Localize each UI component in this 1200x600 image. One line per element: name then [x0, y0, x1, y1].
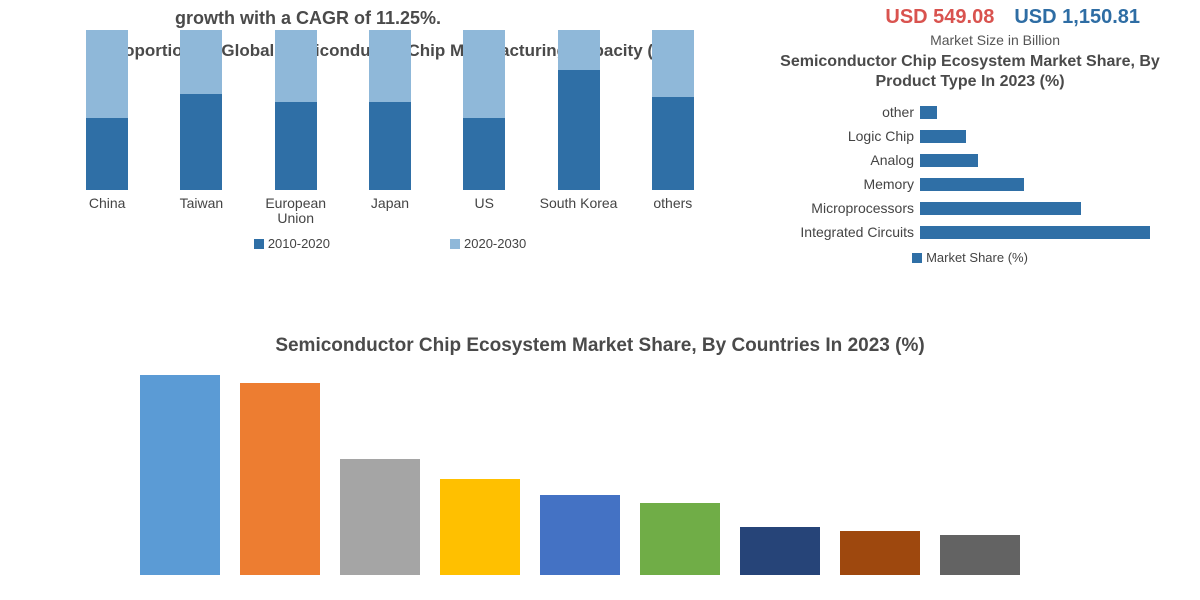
capacity-bar-label: Taiwan — [180, 196, 224, 232]
capacity-bar — [558, 30, 600, 190]
country-bar — [940, 535, 1020, 575]
country-bar — [740, 527, 820, 575]
market-size-caption: Market Size in Billion — [930, 32, 1060, 48]
legend-label: 2020-2030 — [464, 236, 526, 251]
capacity-bar-group: others — [628, 30, 718, 232]
product-type-row: Analog — [770, 148, 1170, 172]
cagr-text: growth with a CAGR of 11.25%. — [175, 8, 441, 29]
capacity-bar-label: others — [653, 196, 692, 232]
product-type-bar-wrap — [920, 154, 1170, 167]
capacity-bar-group: China — [62, 30, 152, 232]
product-type-bar — [920, 106, 937, 119]
country-bar — [640, 503, 720, 575]
capacity-chart-plot: China Taiwan European Union Japan US South Ko… — [60, 72, 720, 232]
capacity-bar-label: China — [89, 196, 126, 232]
product-type-bar — [920, 202, 1081, 215]
countries-chart: Semiconductor Chip Ecosystem Market Shar… — [60, 335, 1140, 575]
capacity-bar-group: South Korea — [534, 30, 624, 232]
capacity-bar — [275, 30, 317, 190]
capacity-bar-segment — [558, 30, 600, 70]
product-type-bar-wrap — [920, 130, 1170, 143]
product-type-bar-wrap — [920, 178, 1170, 191]
capacity-bar-group: US — [439, 30, 529, 232]
usd-2023: USD 549.08 — [885, 6, 994, 29]
legend-swatch-icon — [912, 253, 922, 263]
capacity-bar-segment — [463, 118, 505, 190]
countries-chart-title: Semiconductor Chip Ecosystem Market Shar… — [60, 335, 1140, 357]
capacity-bar-segment — [652, 30, 694, 97]
capacity-bar-group: Japan — [345, 30, 435, 232]
product-type-label: Logic Chip — [770, 128, 920, 144]
capacity-bar-segment — [463, 30, 505, 118]
capacity-bar-segment — [369, 30, 411, 102]
legend-label: 2010-2020 — [268, 236, 330, 251]
capacity-bar-segment — [275, 30, 317, 102]
capacity-bar-segment — [652, 97, 694, 190]
product-type-bar — [920, 178, 1024, 191]
capacity-chart-legend: 2010-2020 2020-2030 — [60, 236, 720, 251]
capacity-bar-label: European Union — [251, 196, 341, 232]
legend-market-share: Market Share (%) — [912, 250, 1028, 265]
countries-chart-plot — [60, 375, 1140, 575]
product-type-chart-legend: Market Share (%) — [770, 250, 1170, 265]
product-type-row: Memory — [770, 172, 1170, 196]
capacity-bar-label: US — [475, 196, 494, 232]
legend-label: Market Share (%) — [926, 250, 1028, 265]
product-type-bar-wrap — [920, 226, 1170, 239]
legend-2010-2020: 2010-2020 — [254, 236, 330, 251]
capacity-bar — [652, 30, 694, 190]
product-type-row: Microprocessors — [770, 196, 1170, 220]
product-type-label: Integrated Circuits — [770, 224, 920, 240]
product-type-row: Logic Chip — [770, 124, 1170, 148]
country-bar — [140, 375, 220, 575]
product-type-chart: Semiconductor Chip Ecosystem Market Shar… — [770, 52, 1170, 265]
product-type-bar — [920, 154, 978, 167]
country-bar — [240, 383, 320, 575]
product-type-bar — [920, 130, 966, 143]
product-type-label: Microprocessors — [770, 200, 920, 216]
legend-swatch-icon — [254, 239, 264, 249]
capacity-bar-group: Taiwan — [156, 30, 246, 232]
product-type-chart-title: Semiconductor Chip Ecosystem Market Shar… — [770, 52, 1170, 92]
product-type-label: Analog — [770, 152, 920, 168]
legend-2020-2030: 2020-2030 — [450, 236, 526, 251]
capacity-bar-label: Japan — [371, 196, 409, 232]
capacity-bar-segment — [180, 94, 222, 190]
country-bar — [340, 459, 420, 575]
product-type-bar — [920, 226, 1150, 239]
product-type-label: Memory — [770, 176, 920, 192]
capacity-bar-segment — [369, 102, 411, 190]
capacity-bar — [463, 30, 505, 190]
capacity-bar — [369, 30, 411, 190]
capacity-bar-label: South Korea — [540, 196, 618, 232]
capacity-bar — [180, 30, 222, 190]
capacity-bar-segment — [275, 102, 317, 190]
product-type-chart-plot: other Logic Chip Analog Memory Microprocesso… — [770, 100, 1170, 244]
country-bar — [540, 495, 620, 575]
product-type-bar-wrap — [920, 106, 1170, 119]
product-type-label: other — [770, 104, 920, 120]
market-size-values: USD 549.08 USD 1,150.81 — [885, 6, 1140, 29]
country-bar — [840, 531, 920, 575]
usd-forecast: USD 1,150.81 — [1014, 6, 1140, 29]
country-bar — [440, 479, 520, 575]
capacity-bar — [86, 30, 128, 190]
legend-swatch-icon — [450, 239, 460, 249]
capacity-bar-segment — [558, 70, 600, 190]
capacity-bar-segment — [86, 30, 128, 118]
capacity-chart: Proportion Of Global Semiconductor Chip … — [60, 40, 720, 251]
product-type-row: Integrated Circuits — [770, 220, 1170, 244]
product-type-bar-wrap — [920, 202, 1170, 215]
capacity-bar-segment — [180, 30, 222, 94]
capacity-bar-segment — [86, 118, 128, 190]
product-type-row: other — [770, 100, 1170, 124]
capacity-bar-group: European Union — [251, 30, 341, 232]
